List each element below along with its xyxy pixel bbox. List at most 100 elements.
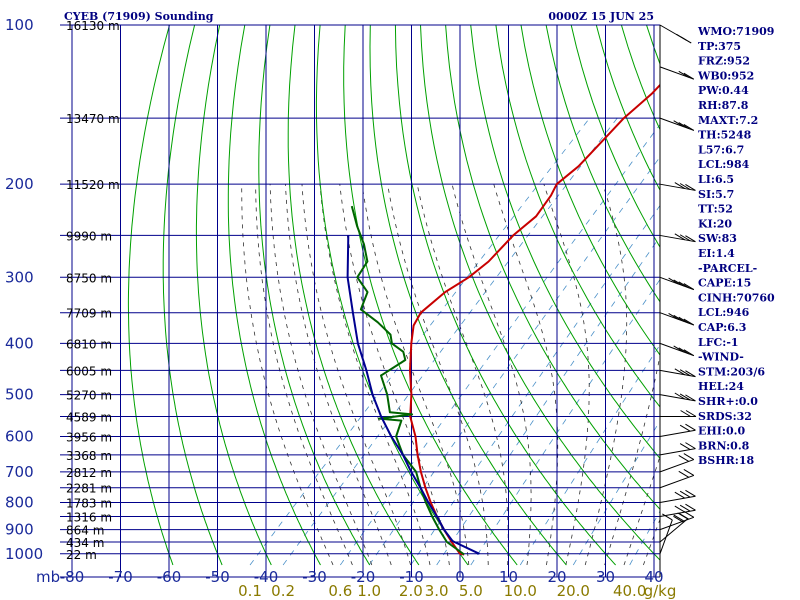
isobars xyxy=(60,24,661,578)
temp-tick-label: 0 xyxy=(455,568,465,586)
moist-adiabat xyxy=(269,184,373,566)
wind-barb xyxy=(659,312,695,326)
height-label: 1783 m xyxy=(66,497,112,511)
index-line: BRN:0.8 xyxy=(698,439,750,452)
height-label: 13470 m xyxy=(66,112,120,126)
dry-adiabats xyxy=(127,25,800,566)
wind-barb xyxy=(659,342,695,357)
dry-adiabat xyxy=(495,25,660,408)
wind-barb xyxy=(659,423,696,437)
index-line: CAPE:15 xyxy=(698,277,751,290)
height-label: 1316 m xyxy=(66,510,112,524)
wind-barb xyxy=(659,503,696,517)
moist-adiabat xyxy=(301,184,411,566)
temp-tick-label: 10 xyxy=(499,568,518,586)
mixing-ratio-tick-label: 10.0 xyxy=(504,582,537,600)
dry-adiabat xyxy=(520,25,660,356)
mixing-ratio-tick-label: 3.0 xyxy=(425,582,449,600)
wind-barb xyxy=(659,489,696,504)
pressure-tick-label: 700 xyxy=(5,463,34,481)
temp-tick-label: -10 xyxy=(399,568,424,586)
pressure-tick-label: 100 xyxy=(5,16,34,34)
wind-barb xyxy=(659,442,696,456)
height-label: 3956 m xyxy=(66,430,112,444)
mixing-ratio-tick-label: 40.0 xyxy=(613,582,646,600)
temp-tick-label: 40 xyxy=(644,568,663,586)
moist-adiabat xyxy=(241,184,334,566)
dry-adiabat xyxy=(315,25,469,566)
mixing-ratio-tick-label: 20.0 xyxy=(557,582,590,600)
moist-adiabat xyxy=(543,184,590,566)
pressure-tick-label: 600 xyxy=(5,427,34,445)
temp-tick-label: 20 xyxy=(547,568,566,586)
mixing-ratio-tick-label: 2.0 xyxy=(399,582,423,600)
wind-barb xyxy=(659,24,692,44)
height-label: 9990 m xyxy=(66,229,112,243)
wind-barb xyxy=(659,392,696,402)
wind-barb xyxy=(659,66,695,80)
pressure-tick-label: 900 xyxy=(5,521,34,539)
dry-adiabat xyxy=(227,25,321,566)
wind-barb xyxy=(659,117,695,131)
index-line: HEL:24 xyxy=(698,380,744,393)
height-label: 5270 m xyxy=(66,389,112,403)
height-label: 8750 m xyxy=(66,271,112,285)
dry-adiabat xyxy=(195,25,272,566)
index-line: LI:6.5 xyxy=(698,173,734,186)
sounding-traces xyxy=(346,83,660,556)
isotherms xyxy=(71,25,655,577)
index-line: SRDS:32 xyxy=(698,410,752,423)
index-line: EHI:0.0 xyxy=(698,425,745,438)
moist-adiabat xyxy=(416,184,509,566)
wind-barb xyxy=(659,276,695,291)
temp-tick-label: -50 xyxy=(205,568,230,586)
dry-adiabat xyxy=(369,25,567,566)
temp-tick-label: 30 xyxy=(596,568,615,586)
temp-tick-label: -60 xyxy=(157,568,182,586)
dry-adiabat xyxy=(470,25,660,460)
mixing-ratio-unit-label: g/kg xyxy=(644,582,677,600)
height-label: 22 m xyxy=(66,548,97,562)
temp-tick-label: -40 xyxy=(254,568,279,586)
index-line: PW:0.44 xyxy=(698,84,749,97)
dry-adiabat xyxy=(162,25,223,566)
height-label: 7709 m xyxy=(66,307,112,321)
wind-barb xyxy=(659,453,695,473)
moist-adiabat xyxy=(339,184,450,566)
moist-adiabat xyxy=(493,184,559,566)
index-line: EI:1.4 xyxy=(698,247,735,260)
pressure-tick-label: 400 xyxy=(5,334,34,352)
mixing-ratio-line xyxy=(410,204,660,566)
index-line: SI:5.7 xyxy=(698,188,734,201)
mixing-ratio-line xyxy=(368,156,660,566)
pressure-unit-label: mb xyxy=(36,568,60,586)
moist-adiabat xyxy=(451,184,532,566)
height-label: 16130 m xyxy=(66,19,120,33)
dry-adiabat xyxy=(258,25,371,566)
wind-profile xyxy=(659,24,697,577)
dry-adiabat xyxy=(545,25,660,303)
index-line: TT:52 xyxy=(698,203,733,216)
moist-adiabat xyxy=(319,184,431,566)
mixing-ratio-tick-label: 0.6 xyxy=(328,582,352,600)
height-label: 11520 m xyxy=(66,178,120,192)
index-line: MAXT:7.2 xyxy=(698,114,758,127)
chart-time: 0000Z 15 JUN 25 xyxy=(548,10,654,23)
index-line: STM:203/6 xyxy=(698,365,765,378)
dry-adiabat xyxy=(772,25,800,565)
dry-adiabat xyxy=(287,25,420,566)
mixing-ratio-tick-label: 1.0 xyxy=(357,582,381,600)
height-label: 434 m xyxy=(66,536,104,550)
index-line: L57:6.7 xyxy=(698,143,744,156)
index-line: BSHR:18 xyxy=(698,454,754,467)
dry-adiabat xyxy=(445,25,660,511)
temp-tick-label: -20 xyxy=(351,568,376,586)
height-label: 6810 m xyxy=(66,337,112,351)
index-line: CINH:70760 xyxy=(698,291,775,304)
moist-adiabat xyxy=(361,184,470,566)
index-line: SHR+:0.0 xyxy=(698,395,758,408)
pressure-tick-label: 800 xyxy=(5,494,34,512)
dry-adiabat xyxy=(127,25,174,566)
